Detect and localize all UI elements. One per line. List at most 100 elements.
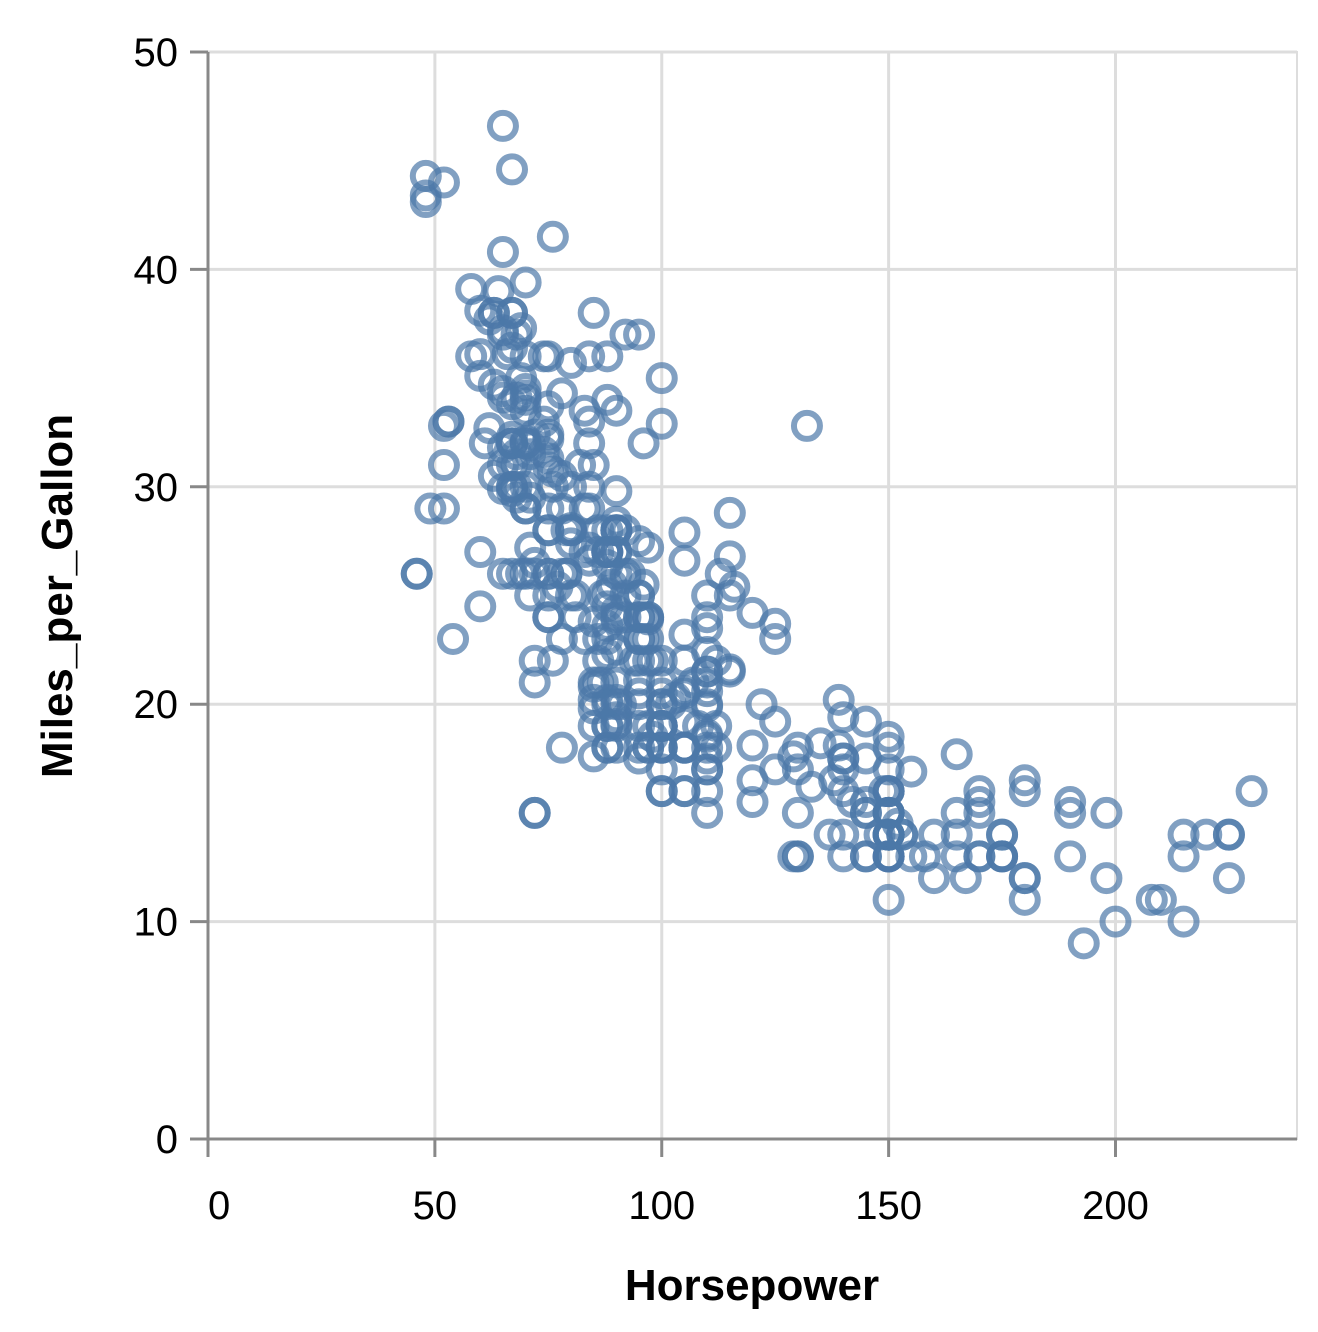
point	[986, 818, 1019, 851]
point	[691, 753, 724, 786]
point	[691, 601, 724, 634]
point	[623, 664, 656, 697]
point	[849, 840, 882, 873]
point	[700, 644, 733, 677]
point	[940, 738, 973, 771]
point	[645, 362, 678, 395]
point	[545, 731, 578, 764]
marks	[400, 109, 1268, 960]
point	[668, 544, 701, 577]
y-tick-label: 50	[134, 31, 179, 75]
point	[963, 840, 996, 873]
point	[482, 275, 515, 308]
point	[713, 540, 746, 573]
point	[759, 705, 792, 738]
point	[713, 496, 746, 529]
y-tick-label: 40	[134, 248, 179, 292]
point	[777, 740, 810, 773]
point	[518, 557, 551, 590]
point	[1167, 818, 1200, 851]
point	[781, 796, 814, 829]
point	[645, 644, 678, 677]
point	[400, 557, 433, 590]
point	[632, 531, 665, 564]
point	[781, 840, 814, 873]
point	[623, 318, 656, 351]
point	[827, 818, 860, 851]
point	[427, 492, 460, 525]
point	[532, 340, 565, 373]
point	[895, 755, 928, 788]
point	[881, 807, 914, 840]
point	[600, 475, 633, 508]
x-tick-label: 100	[628, 1184, 695, 1228]
point	[1190, 818, 1223, 851]
point	[645, 407, 678, 440]
point	[691, 579, 724, 612]
point	[577, 449, 610, 482]
point	[427, 449, 460, 482]
point	[691, 796, 724, 829]
point	[895, 840, 928, 873]
point	[464, 536, 497, 569]
point	[437, 622, 470, 655]
point	[1235, 775, 1268, 808]
point	[514, 579, 547, 612]
point	[486, 472, 519, 505]
point	[872, 840, 905, 873]
point	[849, 742, 882, 775]
point	[1167, 840, 1200, 873]
point	[822, 683, 855, 716]
point	[1054, 786, 1087, 819]
point	[1008, 764, 1041, 797]
point	[577, 296, 610, 329]
point	[582, 536, 615, 569]
point	[718, 570, 751, 603]
point	[509, 427, 542, 460]
point	[818, 764, 851, 797]
point	[1212, 818, 1245, 851]
point	[591, 383, 624, 416]
point	[496, 153, 529, 186]
grid	[206, 50, 1298, 1141]
point	[868, 775, 901, 808]
x-tick-label: 200	[1082, 1184, 1149, 1228]
point	[632, 603, 665, 636]
point	[963, 775, 996, 808]
point	[736, 596, 769, 629]
point	[736, 729, 769, 762]
point	[691, 718, 724, 751]
point	[1212, 862, 1245, 895]
point	[908, 840, 941, 873]
point	[1008, 862, 1041, 895]
point	[532, 514, 565, 547]
axes: 0 10 20 30 40 50 0 50 100 150 200	[134, 31, 1297, 1228]
point	[432, 405, 465, 438]
point	[509, 266, 542, 299]
point	[464, 338, 497, 371]
point	[963, 796, 996, 829]
y-axis-title: Miles_per_Gallon	[33, 414, 82, 778]
point	[949, 862, 982, 895]
point	[464, 590, 497, 623]
point	[591, 683, 624, 716]
point	[627, 427, 660, 460]
point	[659, 681, 692, 714]
point	[849, 705, 882, 738]
point	[518, 644, 551, 677]
point	[573, 340, 606, 373]
point	[1008, 775, 1041, 808]
point	[872, 720, 905, 753]
point	[409, 159, 442, 192]
point	[536, 220, 569, 253]
point	[496, 296, 529, 329]
point	[759, 622, 792, 655]
point	[550, 514, 583, 547]
point	[623, 742, 656, 775]
point	[1054, 796, 1087, 829]
y-tick-label: 10	[134, 901, 179, 945]
point	[609, 601, 642, 634]
point	[573, 405, 606, 438]
point	[804, 727, 837, 760]
